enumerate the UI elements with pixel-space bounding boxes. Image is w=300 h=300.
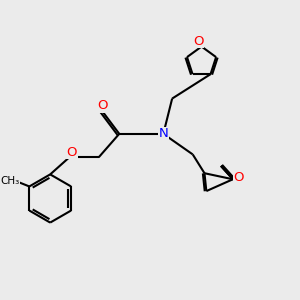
Text: N: N (158, 127, 168, 140)
Text: CH₃: CH₃ (0, 176, 19, 186)
Text: O: O (193, 35, 203, 48)
Text: O: O (233, 171, 244, 184)
Text: O: O (66, 146, 77, 159)
Text: O: O (97, 99, 107, 112)
